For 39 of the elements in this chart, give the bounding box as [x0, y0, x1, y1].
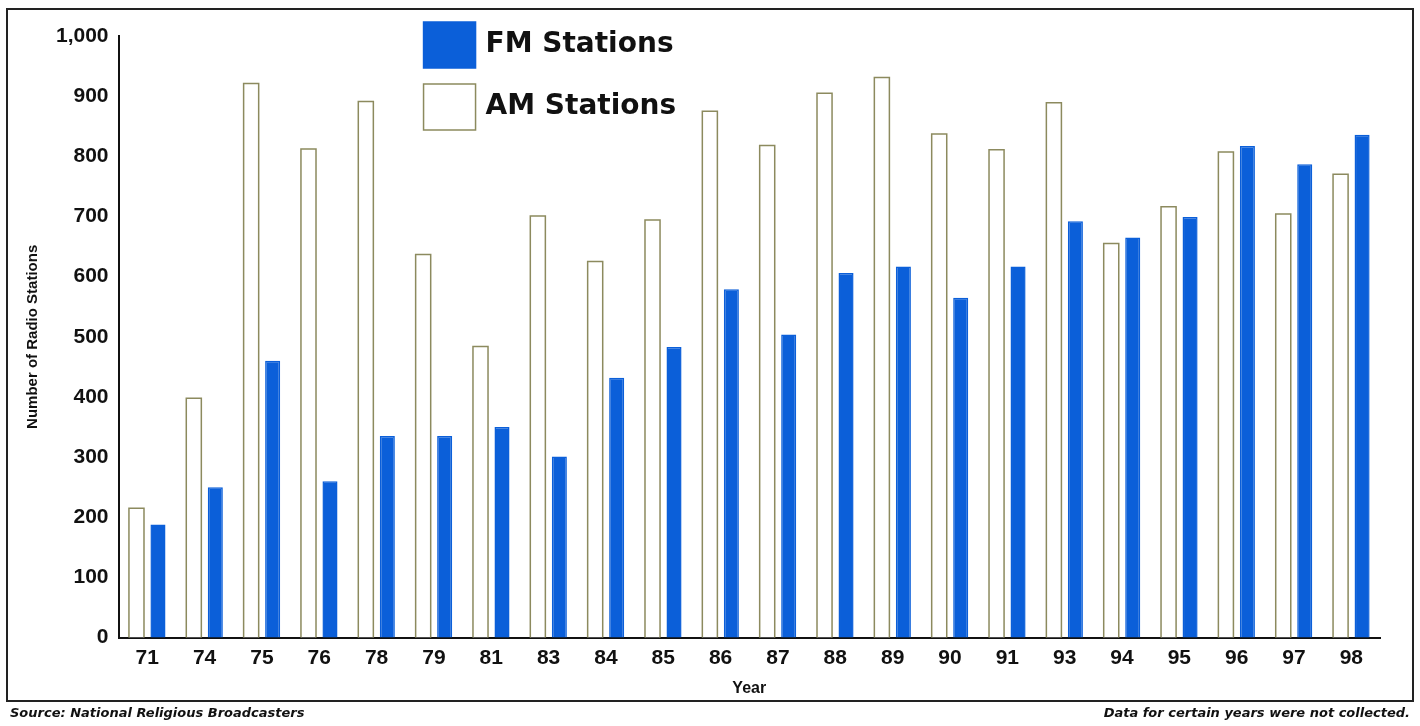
- x-tick-label: 84: [594, 645, 618, 668]
- x-tick-label: 90: [938, 645, 962, 668]
- x-tick-label: 75: [250, 645, 274, 668]
- x-tick-label: 93: [1052, 645, 1077, 668]
- y-tick-label: 800: [73, 143, 109, 167]
- x-tick-label: 74: [192, 645, 217, 668]
- x-tick-label: 76: [307, 645, 331, 668]
- x-tick-label: 83: [536, 645, 561, 668]
- y-tick-label: 400: [73, 383, 109, 407]
- x-tick-label: 87: [766, 645, 790, 668]
- x-tick-label: 95: [1167, 645, 1192, 668]
- x-tick-label: 91: [995, 645, 1020, 668]
- legend-label: FM Stations: [485, 26, 674, 60]
- x-tick-label: 97: [1282, 645, 1306, 668]
- x-tick-label: 85: [651, 645, 676, 668]
- y-tick-label: 300: [73, 443, 109, 467]
- x-tick-label: 89: [880, 645, 905, 668]
- x-tick-label: 98: [1339, 645, 1364, 668]
- y-tick-label: 900: [73, 82, 109, 106]
- text: Data for certain years were not collected.: [1103, 705, 1410, 720]
- x-axis-title: Year: [732, 678, 767, 696]
- y-tick-label: 700: [73, 203, 109, 227]
- x-tick-label: 94: [1110, 645, 1134, 668]
- x-tick-label: 79: [422, 645, 446, 668]
- source-note: Source: National Religious Broadcasters: [10, 705, 305, 720]
- y-tick-label: 100: [73, 564, 109, 588]
- x-tick-label: 86: [708, 645, 733, 668]
- y-tick-label: 500: [73, 323, 109, 347]
- x-tick-label: 78: [364, 645, 389, 668]
- x-tick-label: 96: [1224, 645, 1249, 668]
- series-label: AM Stations: [485, 88, 677, 122]
- y-tick-label: 1,000: [55, 22, 109, 46]
- x-tick-label: 81: [479, 645, 504, 668]
- y-tick-label: 0: [96, 624, 109, 648]
- y-tick-label: 600: [73, 263, 109, 287]
- y-axis-title: Number of Radio Stations: [23, 244, 41, 429]
- x-tick-label: 71: [135, 645, 160, 668]
- x-tick-label: 88: [823, 645, 848, 668]
- y-tick-label: 200: [73, 504, 109, 528]
